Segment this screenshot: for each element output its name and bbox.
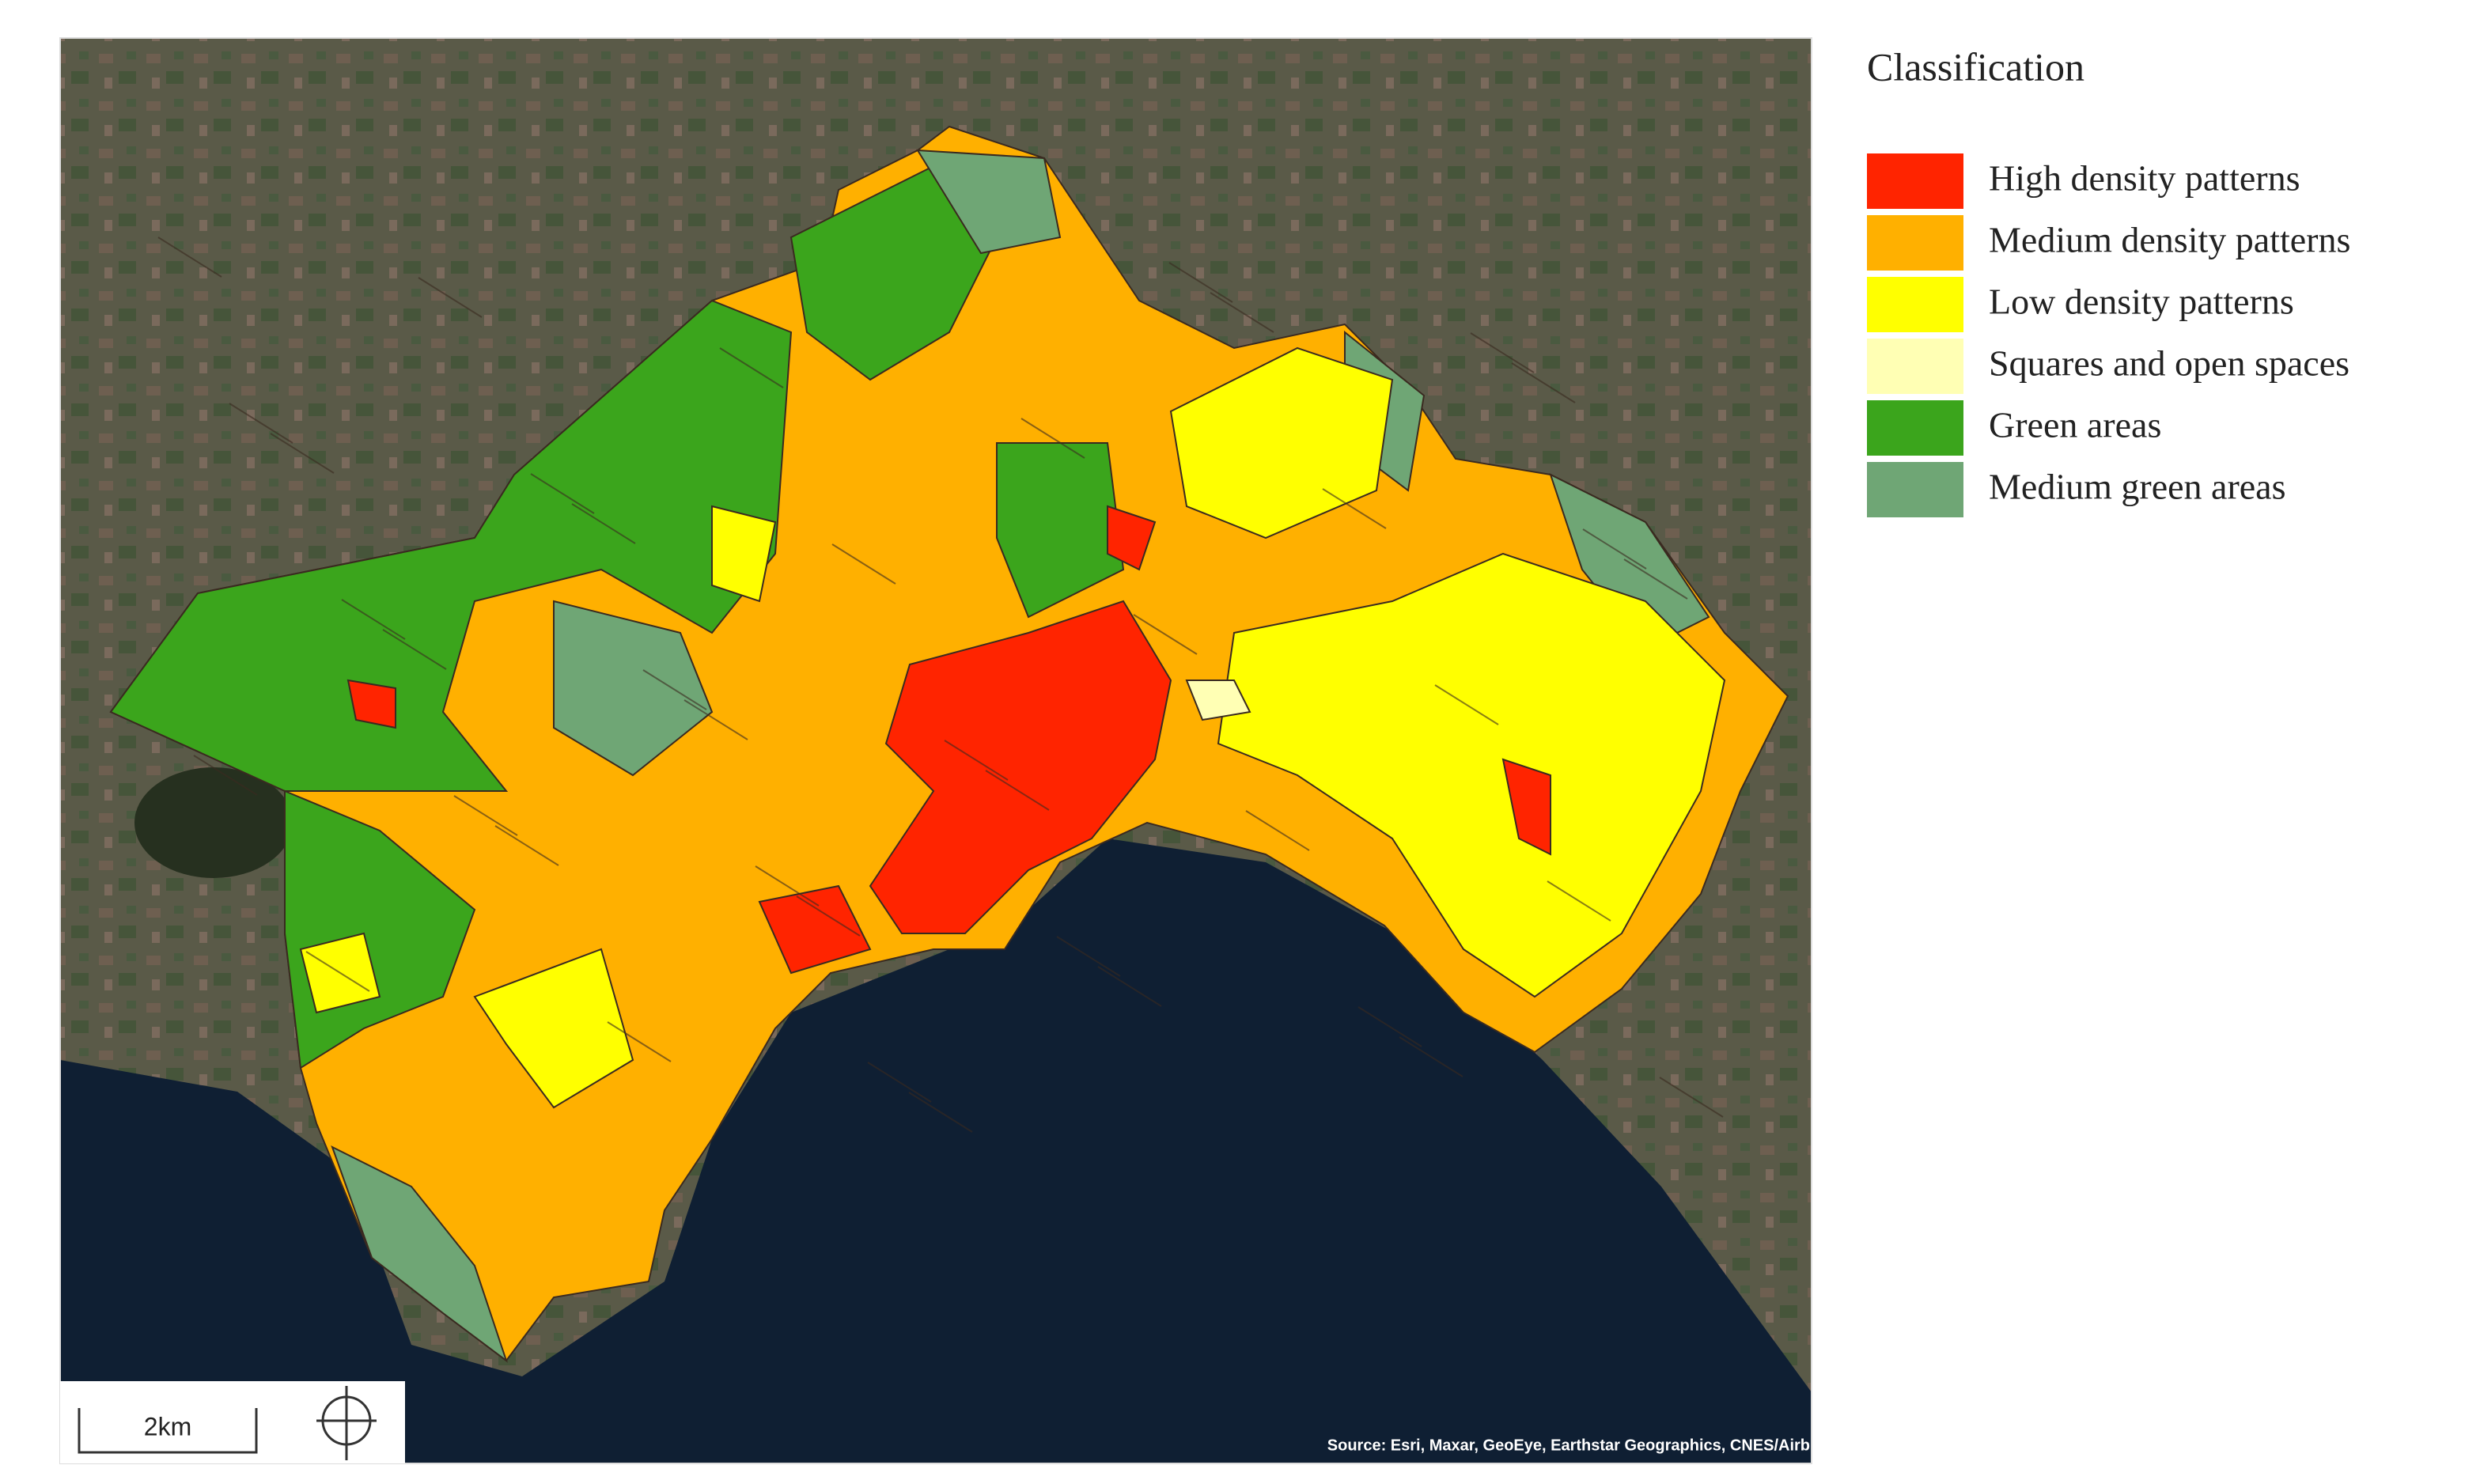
legend-swatch	[1867, 153, 1963, 209]
boundary	[193, 755, 258, 796]
boundary	[1623, 558, 1688, 600]
north-arrow	[316, 1386, 377, 1460]
legend: High density patterns Medium density patt…	[1867, 153, 2350, 517]
zone	[109, 299, 793, 792]
boundary	[1470, 332, 1535, 373]
zone	[473, 948, 634, 1109]
boundary	[1322, 488, 1387, 529]
boundary	[1582, 528, 1647, 570]
zone	[346, 679, 396, 729]
legend-label: High density patterns	[1989, 158, 2300, 199]
boundary	[157, 237, 222, 278]
scale-box: 2km	[60, 1381, 405, 1463]
boundary	[755, 865, 820, 907]
zone	[1107, 505, 1157, 571]
boundary	[1547, 880, 1611, 922]
zone	[916, 149, 1062, 255]
boundary	[867, 1062, 932, 1103]
boundary	[1511, 362, 1576, 403]
boundary	[796, 895, 861, 937]
boundary	[831, 543, 896, 585]
boundary	[1399, 1036, 1463, 1077]
legend-swatch	[1867, 400, 1963, 456]
legend-title: Classification	[1867, 44, 2084, 89]
legend-label: Green areas	[1989, 405, 2161, 445]
map	[60, 38, 1812, 1463]
legend-label: Low density patterns	[1989, 282, 2294, 322]
boundary	[1020, 418, 1085, 459]
legend-swatch	[1867, 277, 1963, 332]
boundary	[1210, 292, 1274, 333]
scale-background	[60, 1381, 405, 1463]
boundary	[1434, 684, 1499, 725]
zone	[1501, 758, 1551, 856]
boundary	[719, 347, 784, 388]
boundary	[1168, 262, 1233, 303]
boundary	[1659, 1077, 1724, 1118]
boundary	[305, 951, 370, 992]
legend-swatch	[1867, 462, 1963, 517]
boundary	[1245, 810, 1310, 851]
legend-swatch	[1867, 339, 1963, 394]
zone	[996, 442, 1125, 619]
boundary	[683, 699, 748, 740]
zone	[1185, 680, 1251, 721]
zone	[869, 600, 1172, 934]
boundary	[453, 795, 518, 836]
boundary	[341, 599, 406, 640]
boundary	[1357, 1006, 1422, 1047]
legend-label: Medium density patterns	[1989, 220, 2350, 260]
zone	[553, 600, 714, 777]
scale-label: 2km	[144, 1412, 191, 1440]
boundary	[382, 629, 447, 670]
boundary	[571, 503, 636, 544]
map-frame	[59, 37, 1812, 1464]
boundary	[908, 1092, 973, 1133]
zone	[1217, 552, 1726, 998]
boundary	[418, 277, 483, 318]
boundary	[270, 433, 335, 474]
legend-label: Medium green areas	[1989, 467, 2286, 507]
boundary	[1097, 966, 1162, 1007]
boundary	[530, 473, 595, 514]
boundary	[944, 740, 1009, 781]
boundary	[607, 1021, 672, 1062]
zone	[711, 505, 777, 603]
zone	[331, 1145, 508, 1363]
boundary	[1056, 936, 1121, 977]
sea	[60, 839, 1812, 1463]
boundary	[1133, 614, 1198, 655]
legend-label: Squares and open spaces	[1989, 343, 2350, 384]
volcano	[134, 767, 293, 878]
boundary	[229, 403, 293, 444]
boundary	[985, 770, 1050, 811]
scale-bar	[78, 1408, 258, 1454]
boundary	[642, 669, 707, 710]
city-zones	[109, 125, 1789, 1363]
boundary	[494, 825, 559, 866]
zone	[1169, 346, 1394, 539]
attribution: Source: Esri, Maxar, GeoEye, Earthstar G…	[1327, 1437, 1810, 1454]
zone	[789, 157, 998, 381]
zone	[758, 884, 872, 975]
legend-swatch	[1867, 215, 1963, 271]
